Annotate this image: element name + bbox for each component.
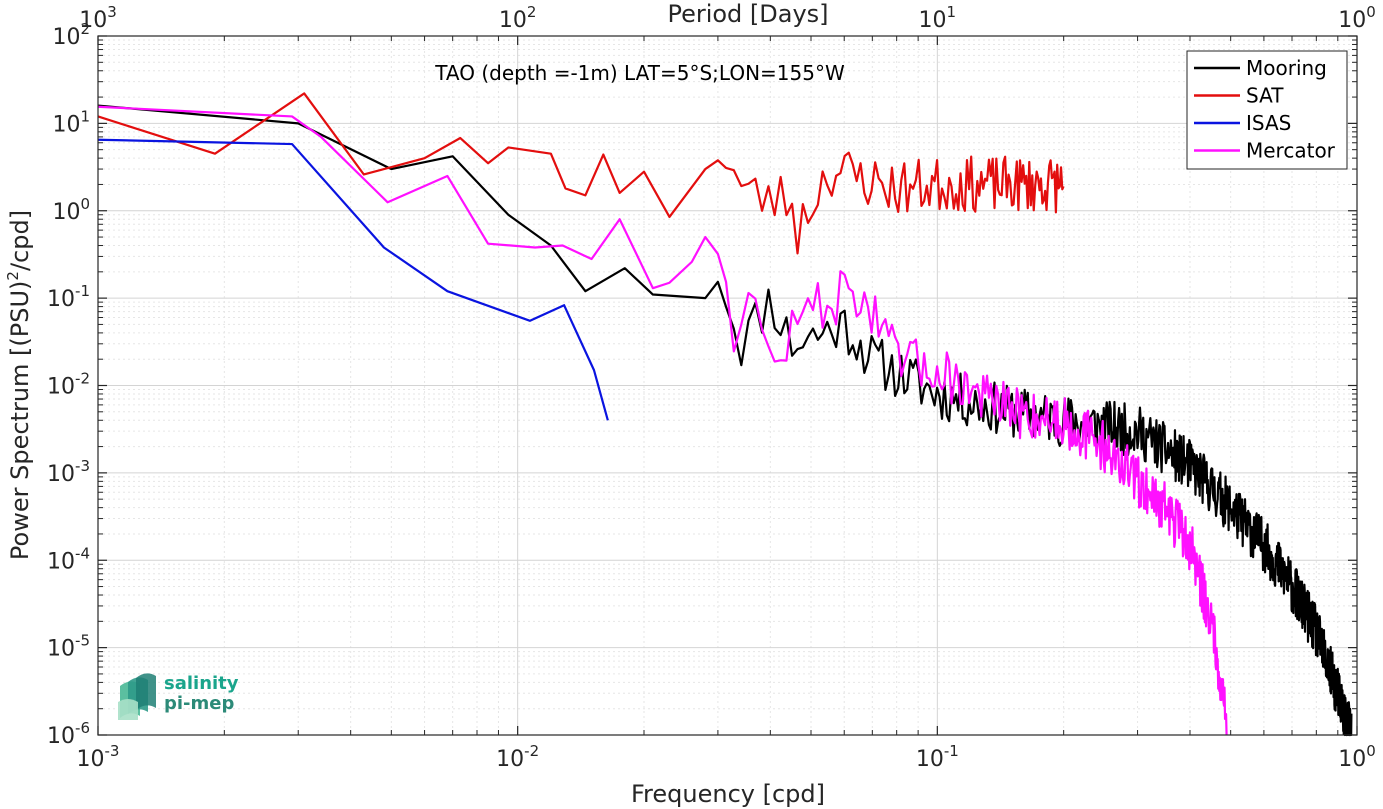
- salinity-pi-mep-logo: salinity pi-mep: [116, 672, 256, 724]
- top-tick-label: 101: [919, 3, 957, 33]
- series-line-isas: [97, 138, 609, 421]
- y-tick-label: 10-4: [47, 544, 90, 574]
- logo-waves-icon: [118, 673, 156, 720]
- y-axis-label-main: Power Spectrum [(PSU): [6, 281, 34, 560]
- x-tick-label: 10-2: [496, 742, 539, 772]
- series-line-mercator: [97, 105, 1228, 736]
- x-axis-label: Frequency [cpd]: [631, 780, 825, 808]
- legend-label-sat: SAT: [1246, 84, 1284, 108]
- y-tick-label: 10-2: [47, 370, 90, 400]
- y-tick-label: 101: [52, 107, 90, 137]
- legend-label-mooring: Mooring: [1246, 56, 1327, 80]
- x-tick-label: 10-3: [77, 742, 120, 772]
- series-line-mooring: [97, 104, 1353, 737]
- y-tick-label: 10-5: [47, 632, 90, 662]
- y-tick-label: 102: [52, 20, 90, 50]
- legend-label-isas: ISAS: [1246, 111, 1291, 135]
- legend: Mooring SAT ISAS Mercator: [1186, 50, 1348, 170]
- x-tick-label: 100: [1338, 742, 1376, 772]
- series-line-sat: [97, 92, 1065, 255]
- top-tick-label: 102: [499, 3, 537, 33]
- y-axis-label-sup: 2: [4, 271, 22, 281]
- y-tick-label: 10-6: [47, 719, 90, 749]
- series-layer: [97, 92, 1353, 737]
- y-axis-label: Power Spectrum [(PSU)2/cpd]: [4, 210, 34, 560]
- top-tick-label: 103: [79, 3, 117, 33]
- logo-line1: salinity: [164, 673, 239, 694]
- y-tick-label: 10-1: [47, 282, 90, 312]
- x-tick-label: 10-1: [916, 742, 959, 772]
- y-axis-label-tail: /cpd]: [6, 210, 34, 271]
- y-tick-label: 100: [52, 195, 90, 225]
- legend-label-mercator: Mercator: [1246, 139, 1336, 163]
- top-tick-label: 100: [1338, 3, 1376, 33]
- logo-line2: pi-mep: [164, 693, 235, 714]
- top-axis-label: Period [Days]: [667, 0, 828, 28]
- chart-title: TAO (depth =-1m) LAT=5°S;LON=155°W: [434, 61, 845, 85]
- y-tick-label: 10-3: [47, 457, 90, 487]
